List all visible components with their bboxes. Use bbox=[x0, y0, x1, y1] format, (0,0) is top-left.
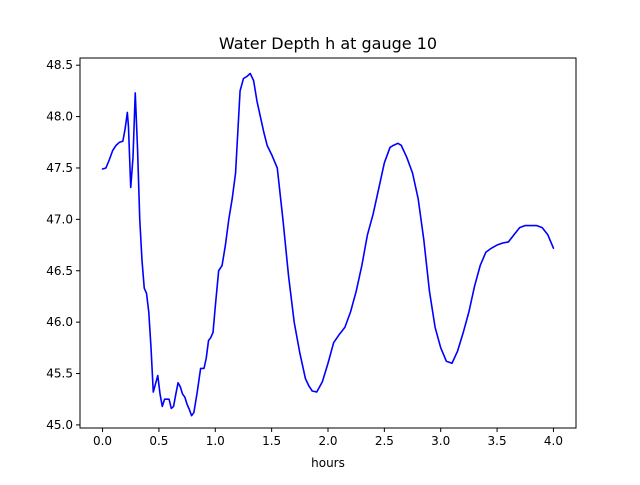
chart-title: Water Depth h at gauge 10 bbox=[219, 34, 437, 53]
y-tick-label: 47.0 bbox=[46, 212, 73, 226]
x-tick-label: 2.0 bbox=[318, 434, 337, 448]
x-tick-label: 1.5 bbox=[262, 434, 281, 448]
plot-area bbox=[80, 58, 576, 428]
x-tick-label: 0.5 bbox=[149, 434, 168, 448]
y-tick-label: 45.0 bbox=[46, 418, 73, 432]
x-tick-label: 4.0 bbox=[544, 434, 563, 448]
y-tick-label: 46.5 bbox=[46, 264, 73, 278]
x-axis-label: hours bbox=[311, 456, 345, 470]
x-tick-label: 0.0 bbox=[93, 434, 112, 448]
y-tick-label: 47.5 bbox=[46, 161, 73, 175]
y-tick-label: 46.0 bbox=[46, 315, 73, 329]
x-tick-label: 1.0 bbox=[206, 434, 225, 448]
y-tick-label: 45.5 bbox=[46, 367, 73, 381]
series-layer bbox=[101, 72, 555, 417]
x-tick-label: 3.0 bbox=[431, 434, 450, 448]
series-line bbox=[101, 72, 555, 417]
y-axis: 45.0 45.5 46.0 46.5 47.0 47.5 48.0 48.5 bbox=[46, 58, 80, 432]
x-tick-label: 2.5 bbox=[375, 434, 394, 448]
x-tick-label: 3.5 bbox=[488, 434, 507, 448]
y-tick-label: 48.0 bbox=[46, 110, 73, 124]
x-axis: 0.0 0.5 1.0 1.5 2.0 2.5 3.0 3.5 4.0 bbox=[93, 428, 563, 448]
y-tick-label: 48.5 bbox=[46, 58, 73, 72]
